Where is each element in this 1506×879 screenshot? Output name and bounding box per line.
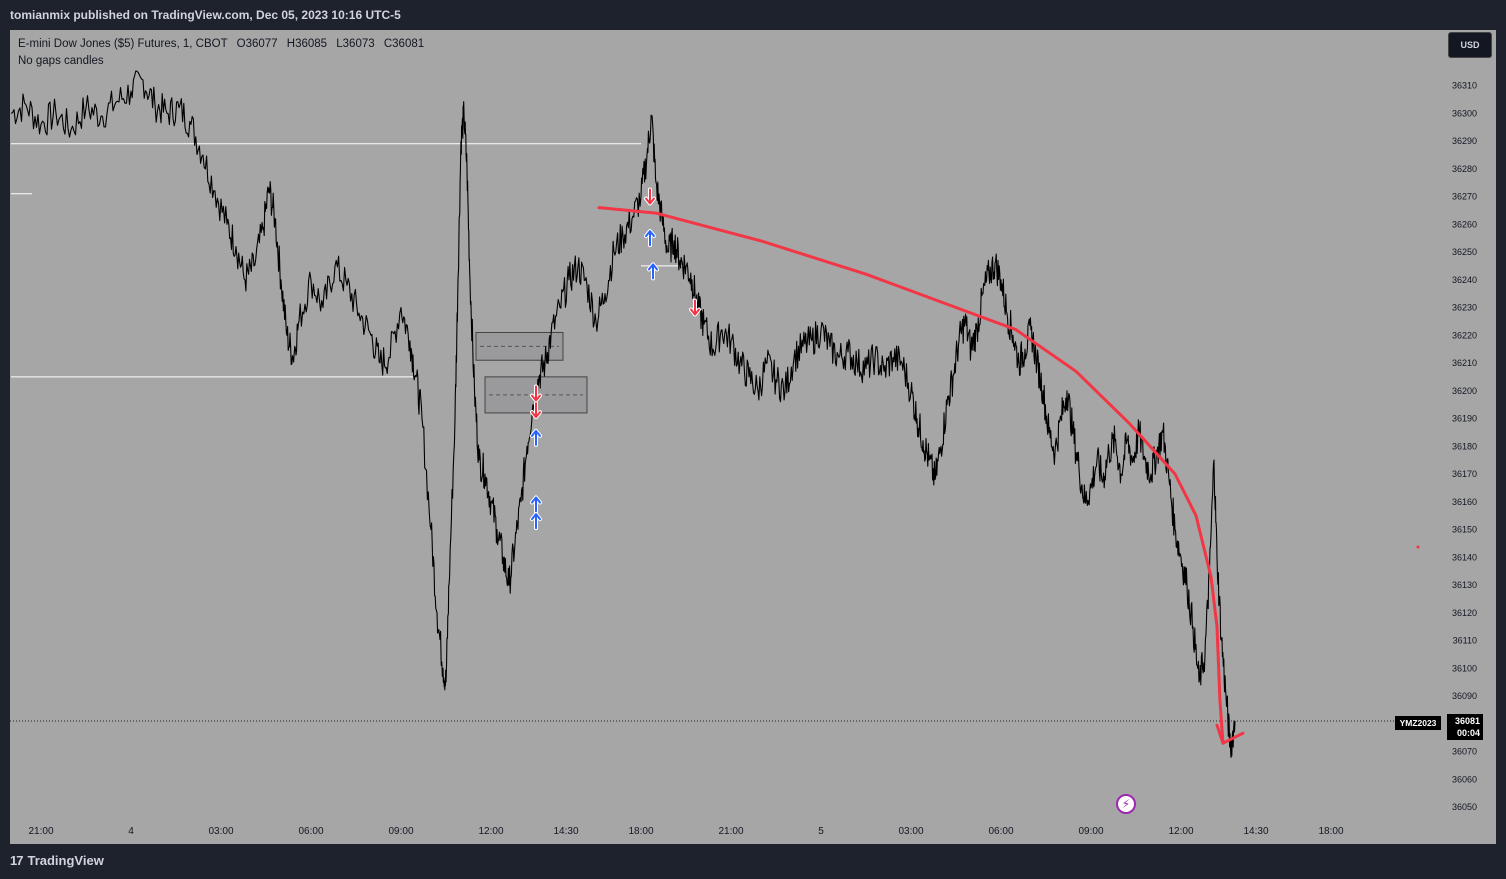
y-axis-tick-label: 36250: [1452, 247, 1477, 257]
footer: 17 TradingView: [0, 844, 1506, 879]
price-series-line: [10, 70, 1236, 758]
tradingview-brand[interactable]: 17 TradingView: [10, 853, 104, 868]
x-axis-tick-label: 14:30: [553, 826, 578, 837]
y-axis-tick-label: 36120: [1452, 608, 1477, 618]
lightning-icon[interactable]: ⚡: [1116, 794, 1136, 814]
buy-signal-arrow-icon: [647, 262, 659, 281]
sell-signal-arrow-icon: [689, 298, 701, 317]
x-axis-tick-label: 12:00: [1168, 826, 1193, 837]
sell-signal-arrow-icon: [530, 384, 542, 403]
y-axis-tick-label: 36240: [1452, 275, 1477, 285]
y-axis-tick-label: 36270: [1452, 192, 1477, 202]
sell-signal-arrow-icon: [530, 401, 542, 420]
buy-signal-arrow-icon: [530, 428, 542, 447]
x-axis-tick-label: 06:00: [988, 826, 1013, 837]
annotation-dot: [1416, 545, 1420, 549]
y-axis-tick-label: 36050: [1452, 802, 1477, 812]
y-axis-tick-label: 36280: [1452, 164, 1477, 174]
x-axis-tick-label: 21:00: [718, 826, 743, 837]
y-axis-tick-label: 36140: [1452, 552, 1477, 562]
y-axis-tick-label: 36110: [1453, 636, 1477, 646]
annotation-arrow-head: [1215, 723, 1245, 745]
x-axis-tick-label: 03:00: [208, 826, 233, 837]
y-axis-tick-label: 36090: [1452, 691, 1477, 701]
x-axis-tick-label: 03:00: [898, 826, 923, 837]
x-axis-tick-label: 18:00: [1318, 826, 1343, 837]
currency-button[interactable]: USD: [1448, 32, 1492, 58]
x-axis-tick-label: 09:00: [1078, 826, 1103, 837]
y-axis-tick-label: 36220: [1452, 330, 1477, 340]
buy-signal-arrow-icon: [644, 229, 656, 248]
y-axis-tick-label: 36300: [1452, 108, 1477, 118]
x-axis-tick-label: 14:30: [1243, 826, 1268, 837]
x-axis-tick-label: 5: [818, 826, 824, 837]
y-axis-tick-label: 36130: [1452, 580, 1477, 590]
sell-signal-arrow-icon: [644, 187, 656, 206]
y-axis-tick-label: 36160: [1452, 497, 1477, 507]
legend-high: H36085: [286, 38, 328, 50]
publish-header: tomianmix published on TradingView.com, …: [0, 0, 1506, 30]
y-axis-tick-label: 36170: [1452, 469, 1477, 479]
x-axis-tick-label: 12:00: [478, 826, 503, 837]
legend-title: E-mini Dow Jones ($5) Futures, 1, CBOT: [18, 38, 228, 50]
y-axis-tick-label: 36290: [1452, 136, 1477, 146]
y-axis-tick-label: 36210: [1452, 358, 1477, 368]
legend-open: O36077: [236, 38, 278, 50]
chart-legend: E-mini Dow Jones ($5) Futures, 1, CBOT O…: [18, 36, 424, 70]
buy-signal-arrow-icon: [530, 495, 542, 514]
x-axis-tick-label: 06:00: [298, 826, 323, 837]
last-price-value: 36081: [1454, 716, 1480, 726]
price-chart[interactable]: 3605036060360703608036090361003611036120…: [10, 30, 1496, 844]
legend-close: C36081: [383, 38, 425, 50]
y-axis-tick-label: 36150: [1452, 525, 1477, 535]
x-axis-tick-label: 21:00: [28, 826, 53, 837]
x-axis-tick-label: 09:00: [388, 826, 413, 837]
x-axis-tick-label: 18:00: [628, 826, 653, 837]
y-axis-tick-label: 36180: [1452, 441, 1477, 451]
y-axis-tick-label: 36060: [1452, 774, 1477, 784]
legend-low: L36073: [336, 38, 375, 50]
y-axis-tick-label: 36260: [1452, 219, 1477, 229]
tradingview-logo-icon: 17: [10, 853, 24, 868]
published-text: tomianmix published on TradingView.com, …: [10, 8, 401, 22]
bar-countdown: 00:04: [1456, 728, 1480, 738]
symbol-tag: YMZ2023: [1395, 716, 1441, 730]
y-axis-tick-label: 36190: [1452, 414, 1477, 424]
y-axis-tick-label: 36200: [1452, 386, 1477, 396]
y-axis-tick-label: 36070: [1452, 747, 1477, 757]
last-price-tag: 36081 00:04: [1447, 714, 1483, 740]
brand-name: TradingView: [27, 853, 104, 868]
x-axis-tick-label: 4: [128, 826, 134, 837]
y-axis-tick-label: 36310: [1452, 81, 1477, 91]
annotation-arrow-curve: [597, 206, 1225, 745]
y-axis-tick-label: 36100: [1452, 663, 1477, 673]
buy-signal-arrow-icon: [530, 512, 542, 531]
y-axis-tick-label: 36230: [1452, 303, 1477, 313]
legend-subtitle: No gaps candles: [18, 55, 104, 67]
chart-pane[interactable]: 3605036060360703608036090361003611036120…: [10, 30, 1496, 844]
